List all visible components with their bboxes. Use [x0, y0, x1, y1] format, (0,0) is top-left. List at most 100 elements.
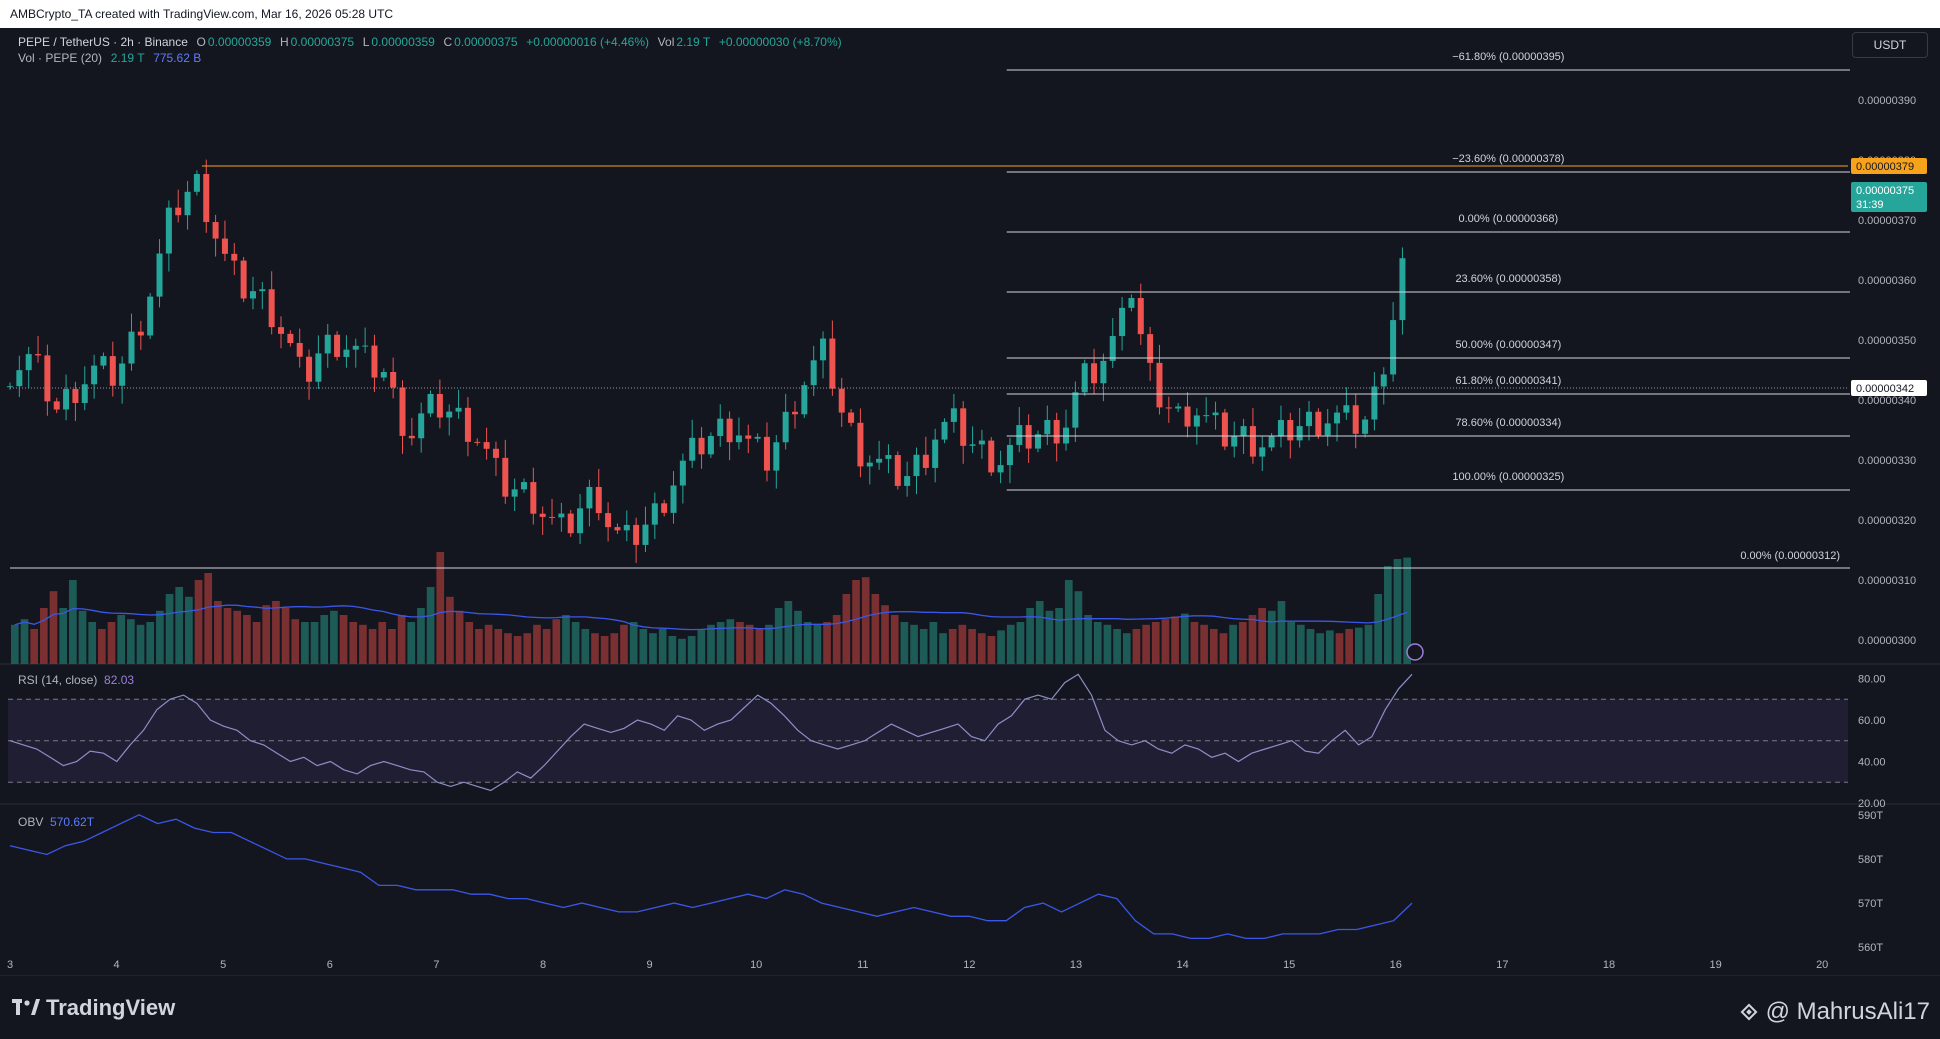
candle-body	[16, 370, 23, 387]
candle-body	[1268, 436, 1275, 448]
candle-body	[978, 440, 985, 445]
price-axis-tick: 0.00000320	[1858, 515, 1916, 527]
volume-bar	[262, 605, 271, 664]
vol-study-label[interactable]: Vol · PEPE (20)	[18, 51, 103, 65]
volume-bar	[1045, 610, 1054, 664]
candle-body	[352, 345, 359, 350]
volume-bar	[571, 622, 580, 664]
vol-change-value: +0.00000030 (+8.70%)	[718, 35, 842, 49]
volume-bar	[803, 622, 812, 664]
candle-body	[810, 360, 817, 386]
candle-body	[539, 513, 546, 517]
volume-bar	[349, 622, 358, 664]
candle-body	[221, 238, 228, 254]
vol-study-value: 2.19 T	[110, 51, 145, 65]
candle-body	[418, 413, 425, 439]
candle-body	[1147, 334, 1154, 363]
volume-bar	[774, 608, 783, 664]
volume-bar	[475, 629, 483, 664]
candle-body	[203, 174, 210, 223]
candle-body	[960, 408, 967, 446]
volume-bar	[1403, 557, 1411, 664]
rsi-label[interactable]: RSI (14, close)	[18, 673, 98, 687]
candle-body	[558, 513, 565, 518]
candle-body	[679, 460, 686, 486]
volume-bar	[1171, 616, 1179, 664]
time-axis-tick: 4	[114, 959, 120, 971]
volume-bar	[523, 633, 532, 664]
currency-button[interactable]: USDT	[1852, 32, 1928, 58]
volume-bar	[620, 624, 628, 664]
obv-axis-tick: 560T	[1858, 942, 1883, 954]
volume-bar	[1200, 624, 1208, 664]
volume-bar	[1026, 608, 1034, 664]
volume-bar	[359, 624, 367, 664]
price-axis-tick: 0.00000310	[1858, 575, 1916, 587]
volume-bar	[900, 622, 909, 664]
candle-body	[119, 363, 126, 386]
candle-body	[1175, 406, 1182, 409]
fib-level-label: 100.00% (0.00000325)	[1452, 471, 1564, 483]
candle-body	[315, 353, 322, 382]
candle-body	[520, 482, 527, 490]
candle-body	[1296, 426, 1303, 441]
candle-body	[1240, 426, 1247, 436]
vol-label: Vol	[657, 35, 675, 49]
volume-bar	[977, 633, 986, 664]
candle-body	[91, 365, 98, 385]
binance-diamond-icon	[1740, 1003, 1758, 1021]
obv-line	[9, 814, 1413, 940]
candle-body	[1305, 411, 1312, 427]
volume-bar	[1132, 629, 1141, 664]
candle-body	[436, 394, 443, 418]
volume-bar	[417, 608, 425, 664]
volume-bar	[755, 629, 764, 664]
volume-bar	[504, 633, 512, 664]
volume-bar	[378, 622, 387, 664]
volume-bar	[871, 594, 880, 664]
volume-bar	[272, 601, 280, 664]
volume-bar	[832, 615, 841, 664]
support-line-label: 0.00% (0.00000312)	[1740, 550, 1840, 562]
candle-body	[773, 442, 780, 471]
candle-body	[231, 253, 238, 261]
candle-body	[1006, 444, 1013, 466]
change-value: +0.00000016 (+4.46%)	[526, 35, 649, 49]
time-axis-tick: 10	[750, 959, 762, 971]
volume-bar	[533, 624, 541, 664]
candle-body	[922, 454, 929, 468]
candle-body	[1343, 405, 1350, 413]
price-axis-tick: 0.00000370	[1858, 215, 1916, 227]
fib-level-label: 61.80% (0.00000341)	[1455, 375, 1561, 387]
candle-body	[988, 440, 995, 473]
tradingview-logo[interactable]: TradingView	[12, 995, 175, 1021]
vol-value: 2.19 T	[676, 35, 711, 49]
alert-lightning-icon	[1406, 643, 1424, 661]
candle-body	[1165, 407, 1172, 409]
volume-bar	[69, 580, 77, 664]
volume-bar	[146, 622, 155, 664]
volume-bar	[513, 636, 522, 664]
volume-bar	[1374, 594, 1382, 664]
rsi-value: 82.03	[104, 673, 135, 687]
volume-bar	[968, 629, 976, 664]
volume-bar	[214, 601, 222, 664]
chart-canvas[interactable]: 0.000003900.000003800.000003700.00000360…	[0, 28, 1940, 976]
volume-bar	[204, 573, 213, 664]
volume-bar	[136, 624, 145, 664]
candle-body	[474, 441, 481, 443]
candle-body	[1399, 258, 1406, 321]
volume-bar	[223, 608, 232, 664]
candle-body	[1044, 419, 1051, 435]
symbol-label[interactable]: PEPE / TetherUS · 2h · Binance	[18, 35, 188, 49]
close-value: 0.00000375	[454, 35, 518, 49]
low-label: L	[362, 35, 370, 49]
fib-level-label: 78.60% (0.00000334)	[1455, 417, 1561, 429]
candle-body	[950, 408, 957, 422]
candle-body	[1362, 419, 1369, 434]
rsi-axis-tick: 40.00	[1858, 756, 1886, 768]
volume-bar	[1229, 624, 1237, 664]
volume-bar	[1035, 601, 1044, 664]
candle-body	[838, 388, 845, 413]
obv-label[interactable]: OBV	[18, 815, 44, 829]
